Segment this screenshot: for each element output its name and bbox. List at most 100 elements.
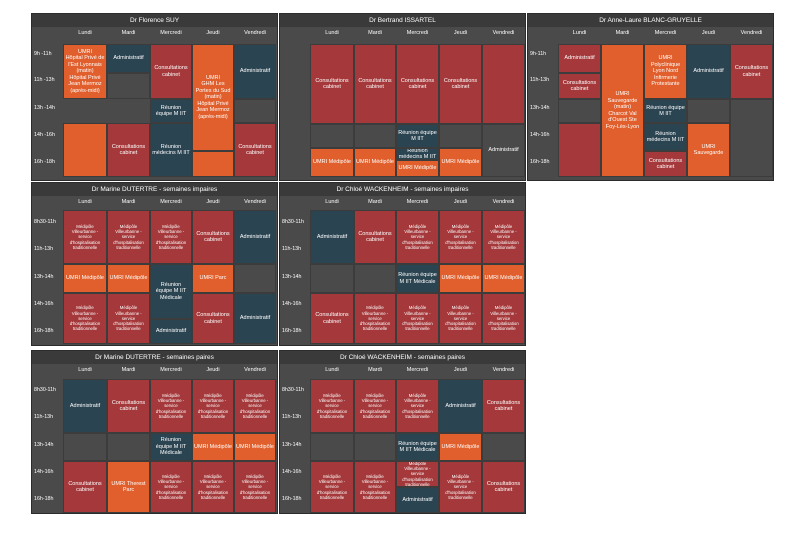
schedule-slot: Médipôle Villeurbanne - service d'hospit…: [354, 379, 396, 433]
schedule-slot: Administratif: [234, 210, 276, 264]
schedule-slot: Consultations cabinet: [192, 210, 234, 264]
time-label: 8h30-11h: [282, 219, 304, 225]
time-label: 16h-18h: [34, 496, 54, 502]
schedule-slot: Administratif: [234, 44, 276, 99]
empty-slot: [558, 99, 601, 123]
panel-title: Dr Marine DUTERTRE - semaines paires: [32, 351, 277, 364]
schedule-slot: Médipôle Villeurbanne - service d'hospit…: [354, 293, 396, 344]
day-header: Vendredi: [244, 199, 266, 205]
schedule-slot: Administratif: [63, 379, 107, 433]
schedule-slot: Médipôle Villeurbanne - service d'hospit…: [192, 461, 234, 513]
schedule-slot: Consultations cabinet: [192, 293, 234, 344]
schedule-slot: Réunion équipe M IIT: [644, 99, 687, 123]
time-label: 13h-14h: [530, 105, 550, 111]
empty-slot: [107, 73, 150, 99]
schedule-panel: Dr Marine DUTERTRE - semaines impaires Lu…: [31, 182, 278, 346]
schedule-slot: [482, 44, 525, 124]
day-header: Lundi: [325, 199, 339, 205]
time-label: 16h -18h: [34, 159, 55, 165]
empty-slot: [354, 124, 396, 148]
schedule-slot: Consultations cabinet: [439, 44, 482, 124]
day-header: Mardi: [121, 30, 136, 36]
empty-slot: [687, 99, 730, 123]
panel-title: Dr Chloé WACKENHEIM - semaines paires: [280, 351, 525, 364]
day-header: Jeudi: [206, 367, 220, 373]
schedule-slot: Consultations cabinet: [107, 379, 150, 433]
schedule-slot: Médipôle Villeurbanne - service d'hospit…: [234, 379, 276, 433]
schedule-slot: Médipôle Villeurbanne - service d'hospit…: [150, 210, 192, 264]
empty-slot: [439, 124, 482, 148]
schedule-slot: Consultations cabinet: [354, 210, 396, 264]
schedule-slot: Médipôle Villeurbanne - service d'hospit…: [107, 210, 150, 264]
schedule-slot: Médipôle Villeurbanne - service d'hospit…: [396, 210, 439, 264]
empty-slot: [107, 433, 150, 461]
schedule-slot: Réunion équipe M IIT Médicale: [396, 433, 439, 461]
schedule-slot: Médipôle Villeurbanne - service d'hospit…: [396, 461, 439, 487]
day-header: Mardi: [368, 367, 382, 373]
schedule-slot: UMRI Médipôle: [192, 433, 234, 461]
schedule-slot: Administratif: [558, 44, 601, 73]
empty-slot: [482, 433, 525, 461]
time-label: 14h -16h: [34, 132, 55, 138]
panel-title: Dr Chloé WACKENHEIM - semaines impaires: [280, 183, 525, 196]
schedule-slot: Consultations cabinet: [354, 44, 396, 124]
schedule-panel: Dr Marine DUTERTRE - semaines paires Lund…: [31, 350, 278, 514]
empty-slot: [310, 433, 354, 461]
schedule-slot: Administratif: [310, 210, 354, 264]
schedule-slot: Administratif: [396, 487, 439, 513]
schedule-slot: Médipôle Villeurbanne - service d'hospit…: [439, 293, 482, 344]
time-label: 13h-14h: [282, 442, 302, 448]
schedule-slot: Médipôle Villeurbanne - service d'hospit…: [439, 461, 482, 513]
time-label: 11h-13h: [282, 414, 302, 420]
time-label: 14h-16h: [530, 132, 550, 138]
schedule-slot: Consultations cabinet: [310, 44, 354, 124]
time-label: 13h-14h: [282, 274, 302, 280]
schedule-slot: UMRI GHM Les Portes du Sud (matin) Hôpit…: [192, 44, 234, 151]
schedule-slot: Consultations cabinet: [150, 44, 192, 99]
time-label: 16h-18h: [530, 159, 550, 165]
schedule-slot: [63, 123, 107, 177]
time-label: 8h30-11h: [34, 219, 56, 225]
day-header: Mercredi: [654, 30, 677, 36]
schedule-slot: Médipôle Villeurbanne - service d'hospit…: [150, 461, 192, 513]
day-header: Vendredi: [244, 30, 266, 36]
schedule-slot: Consultations cabinet: [644, 151, 687, 177]
schedule-slot: UMRI Parc: [192, 264, 234, 293]
time-label: 8h30-11h: [34, 387, 56, 393]
time-label: 11h-13h: [34, 414, 54, 420]
schedule-slot: Consultations cabinet: [310, 293, 354, 344]
day-header: Mardi: [121, 199, 136, 205]
time-label: 11h-13h: [34, 246, 54, 252]
empty-slot: [234, 99, 276, 123]
schedule-slot: Médipôle Villeurbanne - service d'hospit…: [354, 461, 396, 513]
schedule-slot: Réunion médecins M IIT: [396, 148, 439, 160]
schedule-slot: Médipôle Villeurbanne - service d'hospit…: [396, 293, 439, 344]
day-header: Mercredi: [160, 30, 182, 36]
time-label: 16h-18h: [282, 328, 302, 334]
schedule-panel: Dr Bertrand ISSARTEL Lundi Mardi Mercredi Je…: [279, 13, 526, 181]
schedule-slot: Administratif: [150, 319, 192, 344]
schedule-slot: Consultations cabinet: [558, 73, 601, 99]
schedule-slot: Consultations cabinet: [107, 123, 150, 177]
schedule-slot: UMRI Sauvegarde (matin) Charcot Val d'Ou…: [601, 44, 644, 177]
panel-title: Dr Bertrand ISSARTEL: [280, 14, 525, 27]
schedule-slot: UMRI Médipôle: [482, 264, 525, 293]
schedule-slot: UMRI Therest Parc: [107, 461, 150, 513]
schedule-slot: Administratif: [439, 379, 482, 433]
schedule-slot: Médipôle Villeurbanne - service d'hospit…: [439, 210, 482, 264]
day-header: Vendredi: [492, 30, 515, 36]
empty-slot: [310, 264, 354, 293]
panel-title: Dr Florence SUY: [32, 14, 277, 27]
day-header: Lundi: [325, 367, 339, 373]
time-label: 8h30-11h: [282, 387, 304, 393]
schedule-slot: UMRI Polyclinique Lyon Nord Infirmerie P…: [644, 44, 687, 99]
day-header: Lundi: [78, 199, 92, 205]
time-label: 9h -11h: [34, 51, 52, 57]
time-label: 11h-13h: [530, 77, 550, 83]
day-header: Vendredi: [740, 30, 763, 36]
day-header: Mardi: [368, 30, 382, 36]
schedule-slot: Médipôle Villeurbanne - service d'hospit…: [63, 210, 107, 264]
schedule-slot: Médipôle Villeurbanne - service d'hospit…: [234, 461, 276, 513]
schedule-slot: [558, 123, 601, 177]
day-header: Mercredi: [406, 199, 429, 205]
